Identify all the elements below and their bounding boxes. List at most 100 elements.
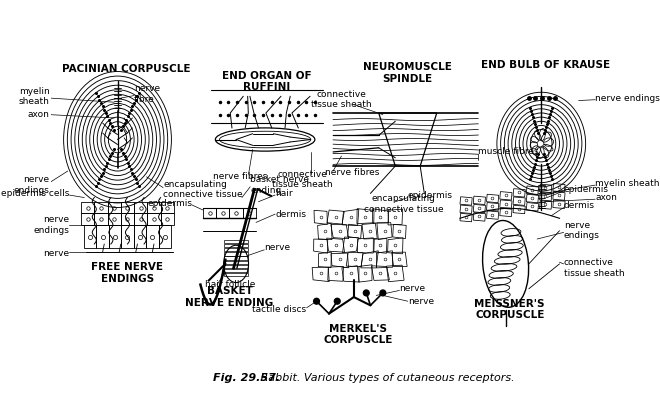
Bar (160, 202, 174, 213)
Bar (500, 200, 512, 208)
Bar (553, 184, 565, 192)
Text: hair follicle: hair follicle (205, 280, 255, 289)
Bar (526, 194, 539, 203)
Bar (513, 189, 525, 197)
Text: Fig. 29.57.: Fig. 29.57. (213, 373, 280, 383)
Circle shape (364, 290, 369, 296)
Bar (473, 213, 486, 221)
Text: epidermis cells: epidermis cells (1, 189, 69, 198)
Text: hair: hair (275, 189, 292, 198)
Bar (108, 202, 121, 213)
Text: axon: axon (28, 110, 50, 119)
Text: dermis: dermis (564, 201, 595, 210)
Bar (224, 269, 248, 272)
Text: END ORGAN OF
RUFFINI: END ORGAN OF RUFFINI (222, 71, 312, 92)
Bar (121, 213, 134, 225)
Bar (224, 248, 248, 252)
Bar (460, 213, 472, 222)
Bar (158, 225, 171, 248)
Bar (500, 192, 512, 200)
Text: myelin
sheath: myelin sheath (18, 87, 50, 106)
Bar (96, 225, 109, 248)
Bar (526, 202, 539, 211)
Text: nerve: nerve (408, 297, 434, 306)
Bar (224, 240, 248, 243)
Bar (526, 186, 539, 194)
Bar (460, 205, 472, 213)
Text: epidermis: epidermis (408, 191, 453, 200)
Text: nerve
endings: nerve endings (564, 221, 599, 240)
Bar (94, 213, 108, 225)
Bar (224, 257, 248, 260)
Text: encapsulating
connective tissue: encapsulating connective tissue (364, 194, 444, 214)
Text: epidermis: epidermis (147, 199, 192, 208)
Bar (203, 208, 216, 218)
Bar (513, 197, 525, 205)
Text: NEUROMUSCLE
SPINDLE: NEUROMUSCLE SPINDLE (363, 63, 452, 84)
Bar (81, 202, 94, 213)
Bar (473, 196, 486, 205)
Text: axon: axon (595, 193, 617, 202)
Bar (224, 244, 248, 247)
Text: nerve
fibre: nerve fibre (134, 84, 160, 104)
Text: muscle fibres: muscle fibres (478, 147, 539, 157)
Text: epidermis: epidermis (564, 185, 609, 194)
Text: basket nerve
ending: basket nerve ending (250, 176, 309, 195)
Circle shape (335, 298, 340, 304)
Text: MERKEL'S
CORPUSCLE: MERKEL'S CORPUSCLE (323, 323, 393, 345)
Bar (460, 197, 472, 205)
Text: encapsulating
connective tissue: encapsulating connective tissue (163, 180, 243, 199)
Bar (160, 213, 174, 225)
Bar (94, 202, 108, 213)
Bar (486, 194, 499, 203)
Bar (224, 252, 248, 256)
Text: connective
tissue sheath: connective tissue sheath (311, 90, 372, 110)
Bar (513, 205, 525, 214)
Bar (84, 225, 96, 248)
Text: nerve endings: nerve endings (595, 94, 660, 102)
Bar (230, 208, 243, 218)
Bar (243, 208, 256, 218)
Text: PACINIAN CORPUSCLE: PACINIAN CORPUSCLE (61, 64, 190, 74)
Bar (134, 202, 147, 213)
Bar (224, 265, 248, 268)
Bar (486, 211, 499, 219)
Bar (553, 192, 565, 200)
Text: nerve: nerve (264, 243, 290, 252)
Bar (134, 213, 147, 225)
Circle shape (380, 290, 385, 296)
Text: myelin sheath: myelin sheath (595, 179, 659, 188)
Text: dermis: dermis (275, 210, 306, 219)
Bar (146, 225, 158, 248)
Bar (121, 202, 134, 213)
Text: nerve: nerve (44, 249, 69, 258)
Bar (500, 208, 512, 217)
Bar (147, 202, 160, 213)
Bar (147, 213, 160, 225)
Bar (540, 201, 552, 209)
Bar (81, 213, 94, 225)
Circle shape (314, 298, 319, 304)
Text: connective
tissue sheath: connective tissue sheath (564, 258, 624, 278)
Bar (486, 202, 499, 211)
Text: nerve fibres: nerve fibres (325, 168, 379, 177)
Text: MEISSNER'S
CORPUSCLE: MEISSNER'S CORPUSCLE (475, 299, 545, 320)
Bar (134, 225, 146, 248)
Bar (553, 200, 565, 208)
Text: nerve: nerve (399, 284, 426, 293)
Text: FREE NERVE
ENDINGS: FREE NERVE ENDINGS (92, 262, 164, 284)
Bar (473, 205, 486, 213)
Text: BASKET
NERVE ENDING: BASKET NERVE ENDING (185, 286, 274, 308)
Text: tactile discs: tactile discs (253, 305, 307, 314)
Text: Rabbit. Various types of cutaneous receptors.: Rabbit. Various types of cutaneous recep… (257, 373, 514, 383)
Text: nerve
endings: nerve endings (34, 215, 69, 235)
Text: nerve fibres: nerve fibres (213, 172, 267, 181)
Bar (224, 273, 248, 276)
Text: END BULB OF KRAUSE: END BULB OF KRAUSE (481, 60, 610, 70)
Bar (108, 213, 121, 225)
Bar (540, 184, 552, 193)
Bar (540, 192, 552, 201)
Text: nerve
endings: nerve endings (14, 176, 49, 195)
Bar (216, 208, 230, 218)
Bar (224, 260, 248, 264)
